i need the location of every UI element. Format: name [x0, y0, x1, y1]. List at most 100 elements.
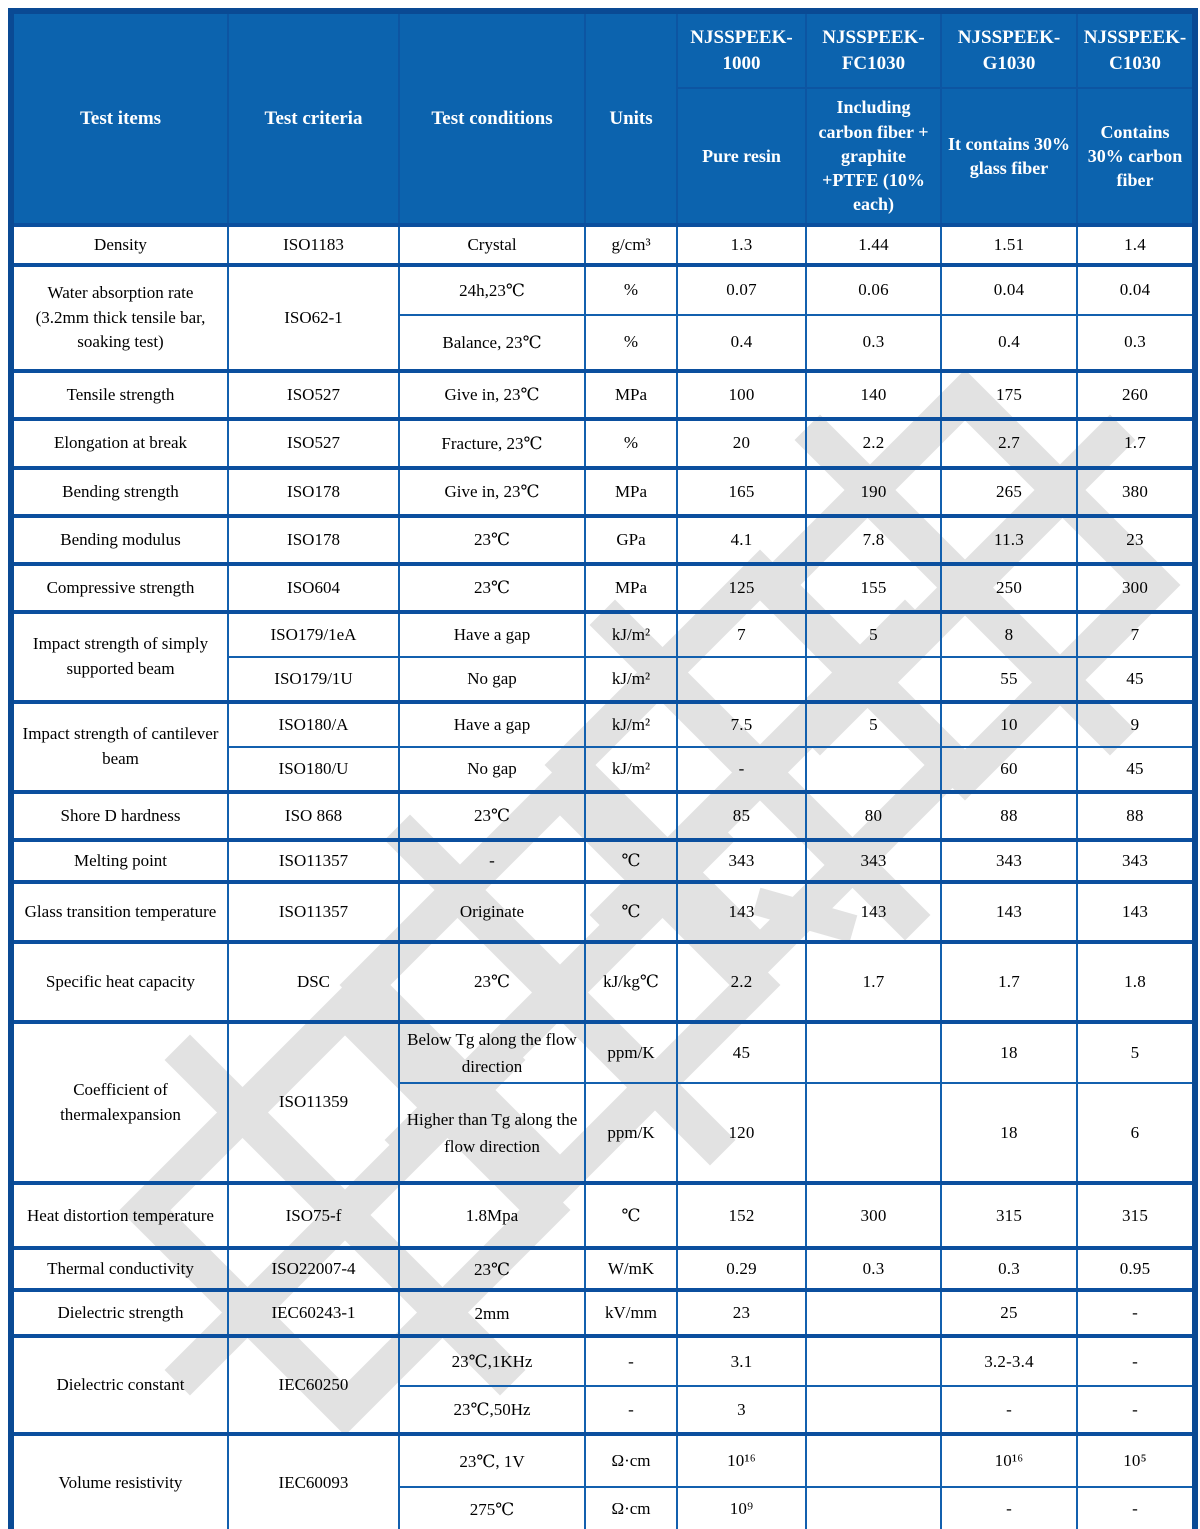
table-row: Dielectric strength IEC60243-1 2mm kV/mm 23 2…	[10, 1288, 1196, 1338]
value-cell: 315	[940, 1181, 1078, 1250]
value-cell	[805, 1334, 942, 1388]
unit-cell: %	[584, 314, 678, 372]
col-header-test-conditions: Test conditions	[398, 10, 586, 226]
test-item-cell: Melting point	[10, 838, 229, 883]
value-cell: 143	[940, 880, 1078, 943]
value-cell: 7	[676, 610, 807, 658]
value-cell: 10⁵	[1076, 1432, 1196, 1489]
test-item-cell: Bending modulus	[10, 514, 229, 565]
table-header: Test items Test criteria Test conditions…	[10, 10, 1196, 226]
value-cell: 0.95	[1076, 1246, 1196, 1292]
test-item-cell: Coefficient of thermalexpansion	[10, 1019, 229, 1185]
value-cell: 0.06	[805, 263, 942, 316]
table-row: Water absorption rate (3.2mm thick tensi…	[10, 263, 1196, 372]
table-row: Glass transition temperature ISO11357 Orig…	[10, 880, 1196, 943]
value-cell: 0.3	[805, 314, 942, 372]
value-cell: 45	[1076, 656, 1196, 703]
value-cell: 125	[676, 562, 807, 613]
unit-cell: ppm/K	[584, 1019, 678, 1085]
value-cell: 1.7	[1076, 417, 1196, 469]
test-item-cell: Compressive strength	[10, 562, 229, 613]
unit-cell: kJ/kg℃	[584, 940, 678, 1023]
condition-cell: Crystal	[398, 223, 586, 266]
criteria-cell: ISO604	[227, 562, 400, 613]
value-cell: 0.4	[940, 314, 1078, 372]
value-cell: 0.29	[676, 1246, 807, 1292]
test-item-cell: Dielectric constant	[10, 1334, 229, 1436]
unit-cell: ppm/K	[584, 1082, 678, 1185]
table-row: Elongation at break ISO527 Fracture, 23℃% 2…	[10, 417, 1196, 469]
value-cell: 23	[676, 1288, 807, 1338]
value-cell	[805, 746, 942, 793]
value-cell: -	[676, 746, 807, 793]
value-cell: 143	[676, 880, 807, 943]
condition-cell: 1.8Mpa	[398, 1181, 586, 1250]
value-cell: 88	[1076, 790, 1196, 841]
criteria-cell: IEC60243-1	[227, 1288, 400, 1338]
value-cell: 1.3	[676, 223, 807, 266]
value-cell: 55	[940, 656, 1078, 703]
value-cell: 300	[805, 1181, 942, 1250]
table-body: Density ISO1183 Crystal g/cm³ 1.3 1.44 1.51 1.4…	[10, 223, 1196, 1529]
value-cell	[805, 1385, 942, 1436]
condition-cell: 23℃	[398, 562, 586, 613]
table-row: Coefficient of thermalexpansion ISO11359 B…	[10, 1019, 1196, 1185]
condition-cell: Have a gap	[398, 610, 586, 658]
value-cell: 2.2	[805, 417, 942, 469]
value-cell: -	[940, 1486, 1078, 1529]
unit-cell: g/cm³	[584, 223, 678, 266]
value-cell: 300	[1076, 562, 1196, 613]
value-cell: 10¹⁶	[940, 1432, 1078, 1489]
unit-cell: kJ/m²	[584, 700, 678, 748]
unit-cell: Ω·cm	[584, 1486, 678, 1529]
criteria-cell: ISO527	[227, 417, 400, 469]
unit-cell: -	[584, 1334, 678, 1388]
value-cell: 0.04	[940, 263, 1078, 316]
test-item-cell: Density	[10, 223, 229, 266]
value-cell: 260	[1076, 369, 1196, 420]
value-cell: 1.51	[940, 223, 1078, 266]
value-cell	[805, 1432, 942, 1489]
col-header-product-g1030: NJSSPEEK-G1030	[940, 10, 1078, 89]
value-cell: 85	[676, 790, 807, 841]
col-header-product-c1030: NJSSPEEK-C1030	[1076, 10, 1196, 89]
value-cell	[805, 1082, 942, 1185]
value-cell	[805, 1486, 942, 1529]
test-item-cell: Dielectric strength	[10, 1288, 229, 1338]
condition-cell: Give in, 23℃	[398, 369, 586, 420]
col-header-product-k1000: NJSSPEEK-1000	[676, 10, 807, 89]
value-cell: 250	[940, 562, 1078, 613]
condition-cell: No gap	[398, 746, 586, 793]
table-row: Melting point ISO11357- ℃ 343 343 343 343	[10, 838, 1196, 883]
criteria-cell: IEC60250	[227, 1334, 400, 1436]
value-cell: 0.07	[676, 263, 807, 316]
test-item-cell: Heat distortion temperature	[10, 1181, 229, 1250]
condition-cell: Below Tg along the flow direction	[398, 1019, 586, 1085]
test-item-cell: Water absorption rate (3.2mm thick tensi…	[10, 263, 229, 372]
table-row: Bending strength ISO178 Give in, 23℃ MPa 165…	[10, 466, 1196, 517]
value-cell: 343	[1076, 838, 1196, 883]
value-cell: 45	[1076, 746, 1196, 793]
value-cell: 343	[940, 838, 1078, 883]
criteria-cell: ISO1183	[227, 223, 400, 266]
value-cell: 3.2-3.4	[940, 1334, 1078, 1388]
value-cell: 155	[805, 562, 942, 613]
unit-cell: Ω·cm	[584, 1432, 678, 1489]
value-cell: 2.7	[940, 417, 1078, 469]
value-cell: 8	[940, 610, 1078, 658]
unit-cell: ℃	[584, 1181, 678, 1250]
value-cell: 0.4	[676, 314, 807, 372]
condition-cell: Originate	[398, 880, 586, 943]
test-item-cell: Glass transition temperature	[10, 880, 229, 943]
value-cell: 5	[805, 700, 942, 748]
value-cell: 152	[676, 1181, 807, 1250]
value-cell: -	[1076, 1334, 1196, 1388]
table-row: Volume resistivity IEC60093 23℃, 1V Ω·cm 10¹…	[10, 1432, 1196, 1529]
unit-cell	[584, 790, 678, 841]
value-cell: 25	[940, 1288, 1078, 1338]
test-item-cell: Bending strength	[10, 466, 229, 517]
value-cell: 18	[940, 1082, 1078, 1185]
condition-cell: 23℃	[398, 514, 586, 565]
product-desc-fc1030: Including carbon fiber + graphite +PTFE …	[805, 87, 942, 226]
value-cell: 0.3	[940, 1246, 1078, 1292]
